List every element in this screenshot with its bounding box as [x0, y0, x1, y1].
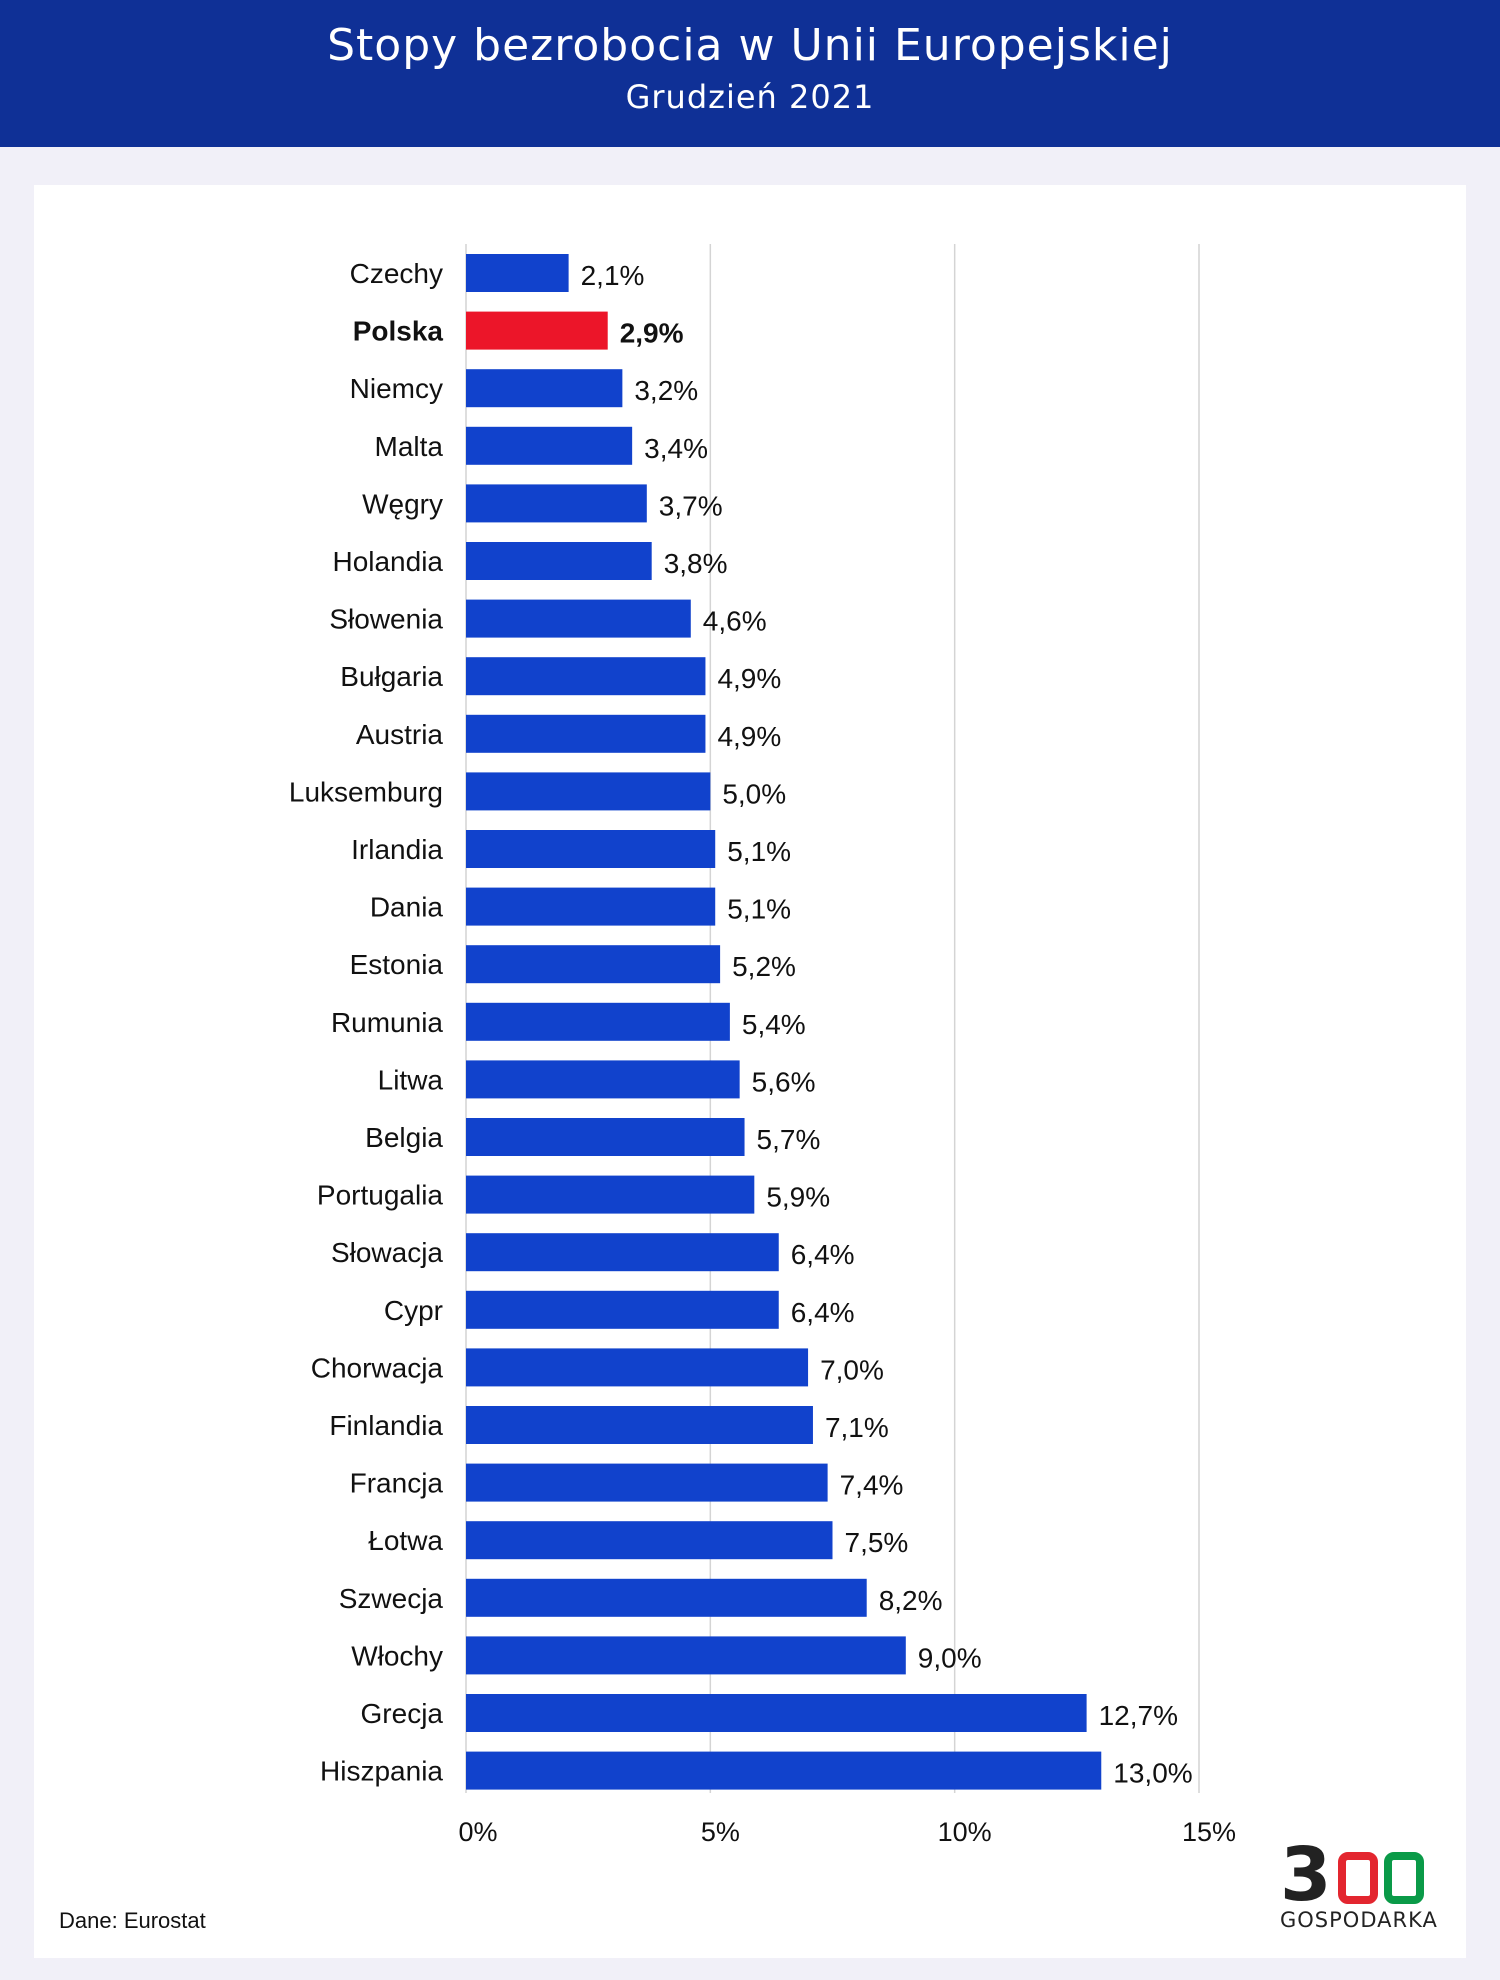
logo-digit-3: 3	[1280, 1832, 1332, 1918]
category-label: Słowenia	[329, 604, 443, 635]
category-label: Finlandia	[329, 1410, 443, 1441]
bar-highlight	[466, 311, 608, 350]
bar	[466, 657, 706, 696]
x-tick-label: 15%	[1182, 1817, 1236, 1847]
category-label: Portugalia	[317, 1180, 444, 1211]
bar	[466, 714, 706, 753]
category-label: Luksemburg	[289, 776, 443, 807]
value-label: 13,0%	[1113, 1758, 1192, 1789]
bar	[466, 484, 647, 523]
bar	[466, 369, 623, 408]
value-label: 12,7%	[1099, 1700, 1178, 1731]
category-label: Estonia	[350, 949, 444, 980]
category-label: Rumunia	[331, 1007, 443, 1038]
category-label: Hiszpania	[320, 1756, 443, 1787]
logo-digit-0-green	[1383, 1852, 1424, 1904]
x-tick-label: 10%	[938, 1817, 992, 1847]
bar	[466, 1233, 779, 1272]
logo-text: GOSPODARKA	[1280, 1908, 1438, 1932]
bar	[466, 542, 652, 580]
bar	[466, 1060, 740, 1099]
chart-subtitle: Grudzień 2021	[625, 78, 875, 116]
category-label: Belgia	[365, 1122, 443, 1153]
bar	[466, 1751, 1102, 1790]
source-note: Dane: Eurostat	[59, 1908, 206, 1933]
category-label: Chorwacja	[311, 1352, 444, 1383]
category-label: Austria	[356, 719, 444, 750]
bar	[466, 830, 716, 868]
category-label: Dania	[370, 892, 444, 923]
bar	[466, 887, 716, 926]
value-label: 7,4%	[840, 1470, 904, 1501]
logo-300-gospodarka: 3 GOSPODARKA	[1280, 1832, 1440, 1932]
bar	[466, 426, 633, 465]
x-tick-label: 5%	[701, 1817, 740, 1847]
value-label: 7,1%	[825, 1412, 889, 1443]
value-label: 5,1%	[727, 894, 791, 925]
category-label: Szwecja	[339, 1583, 444, 1614]
category-label: Słowacja	[331, 1237, 443, 1268]
category-label: Cypr	[384, 1295, 443, 1326]
value-label: 5,0%	[722, 778, 786, 809]
category-label: Czechy	[350, 258, 443, 289]
category-label: Malta	[375, 431, 444, 462]
bar	[466, 1002, 730, 1041]
bar	[466, 1578, 867, 1617]
value-label: 3,4%	[644, 433, 708, 464]
bar	[466, 772, 711, 811]
value-label: 5,2%	[732, 951, 796, 982]
bar	[466, 1406, 813, 1444]
bar	[466, 1463, 828, 1502]
header: Stopy bezrobocia w Unii Europejskiej Gru…	[0, 0, 1500, 147]
category-label: Bułgaria	[340, 661, 443, 692]
category-label: Węgry	[362, 488, 443, 519]
value-label: 7,5%	[845, 1527, 909, 1558]
x-tick-label: 0%	[458, 1817, 497, 1847]
category-label: Litwa	[378, 1064, 444, 1095]
bar	[466, 1118, 745, 1156]
bar	[466, 1290, 779, 1329]
value-label: 5,6%	[752, 1066, 816, 1097]
category-label: Holandia	[332, 546, 443, 577]
value-label: 6,4%	[791, 1239, 855, 1270]
value-label: 6,4%	[791, 1297, 855, 1328]
value-label: 9,0%	[918, 1642, 982, 1673]
bar	[466, 1636, 906, 1675]
category-label: Włochy	[351, 1640, 443, 1671]
category-label: Grecja	[361, 1698, 444, 1729]
bar	[466, 1348, 809, 1387]
bar	[466, 254, 569, 292]
category-label: Łotwa	[368, 1525, 443, 1556]
value-label: 8,2%	[879, 1585, 943, 1616]
value-label: 7,0%	[820, 1354, 884, 1385]
value-label: 5,9%	[766, 1182, 830, 1213]
category-label: Polska	[353, 316, 444, 347]
value-label: 5,4%	[742, 1009, 806, 1040]
bar	[466, 1175, 755, 1214]
value-label: 2,1%	[581, 260, 645, 291]
value-label: 5,7%	[757, 1124, 821, 1155]
category-label: Irlandia	[351, 834, 443, 865]
chart-title: Stopy bezrobocia w Unii Europejskiej	[327, 20, 1173, 71]
value-label: 4,9%	[717, 721, 781, 752]
bar	[466, 1521, 833, 1560]
logo-digit-0-red	[1337, 1852, 1378, 1904]
category-label: Niemcy	[350, 373, 443, 404]
value-label: 5,1%	[727, 836, 791, 867]
value-label: 3,7%	[659, 490, 723, 521]
bar	[466, 1694, 1087, 1732]
value-label: 2,9%	[620, 318, 684, 349]
value-label: 3,2%	[634, 375, 698, 406]
bar	[466, 945, 721, 984]
value-label: 4,9%	[717, 663, 781, 694]
value-label: 4,6%	[703, 606, 767, 637]
bar	[466, 599, 691, 638]
value-label: 3,8%	[664, 548, 728, 579]
category-label: Francja	[350, 1468, 444, 1499]
